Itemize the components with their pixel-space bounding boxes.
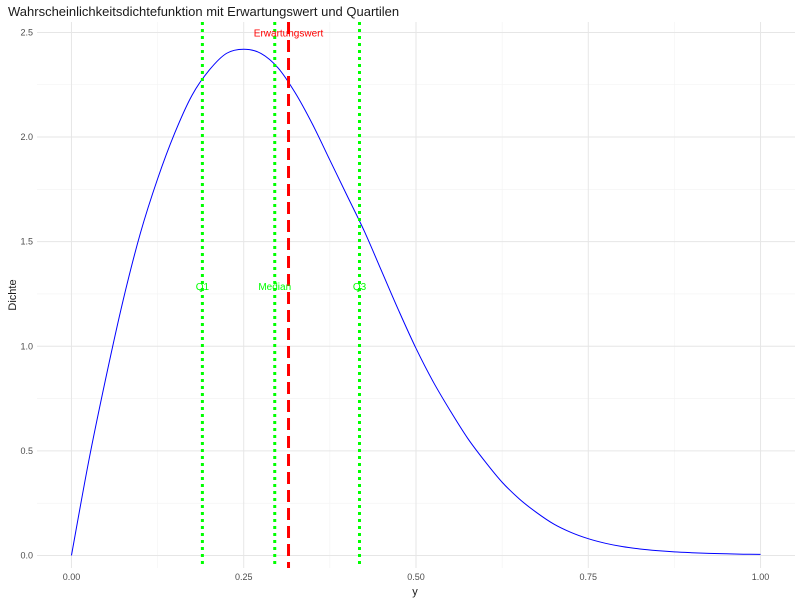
x-axis-ticks: 0.00 0.25 0.50 0.75 1.00	[63, 572, 770, 582]
x-tick-label: 0.25	[235, 572, 253, 582]
y-tick-label: 0.0	[20, 550, 33, 560]
grid-major	[37, 22, 795, 568]
label-median: Median	[258, 282, 291, 293]
label-layer: Q1 Median Q3 Erwartungswert	[196, 29, 367, 293]
y-tick-label: 2.0	[20, 132, 33, 142]
y-tick-label: 1.0	[20, 341, 33, 351]
chart-title: Wahrscheinlichkeitsdichtefunktion mit Er…	[8, 4, 399, 19]
series-layer	[70, 48, 761, 556]
y-tick-label: 0.5	[20, 446, 33, 456]
density-curve	[70, 48, 761, 556]
label-q1: Q1	[196, 282, 210, 293]
y-tick-label: 1.5	[20, 237, 33, 247]
label-q3: Q3	[353, 282, 367, 293]
y-axis-ticks: 0.0 0.5 1.0 1.5 2.0 2.5	[20, 27, 33, 560]
vline-layer	[200, 22, 361, 568]
x-tick-label: 0.50	[407, 572, 425, 582]
y-axis-title: Dichte	[7, 279, 19, 310]
x-tick-label: 0.75	[580, 572, 598, 582]
x-tick-label: 1.00	[752, 572, 770, 582]
label-erwartungswert: Erwartungswert	[254, 29, 324, 40]
y-tick-label: 2.5	[20, 27, 33, 37]
x-axis-title: y	[412, 586, 418, 598]
x-tick-label: 0.00	[63, 572, 81, 582]
